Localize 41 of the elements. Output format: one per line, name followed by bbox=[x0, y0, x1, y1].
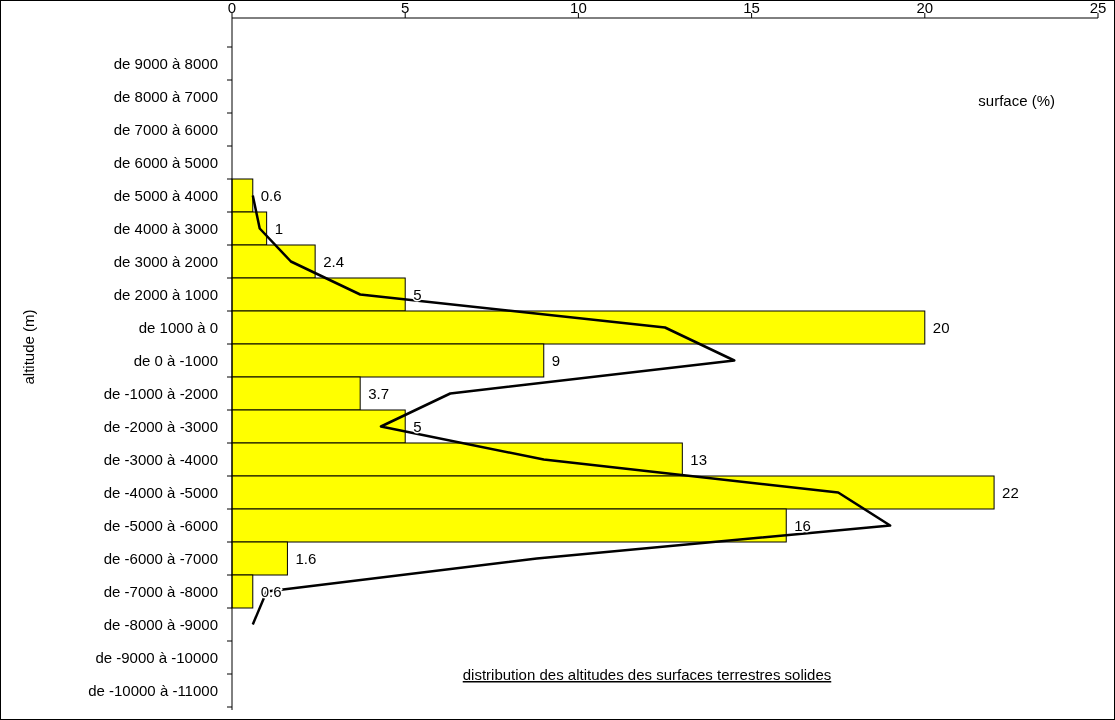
y-tick-label: de 6000 à 5000 bbox=[113, 153, 218, 171]
x-tick-label: 0 bbox=[227, 0, 237, 16]
data-label: 20 bbox=[932, 318, 950, 336]
y-tick-label: de 2000 à 1000 bbox=[113, 285, 218, 303]
data-label: 0.6 bbox=[260, 186, 282, 204]
y-tick-label: de 4000 à 3000 bbox=[113, 219, 218, 237]
y-tick-label: de -6000 à -7000 bbox=[103, 549, 218, 567]
y-tick-label: de 5000 à 4000 bbox=[113, 186, 218, 204]
x-tick-label: 5 bbox=[401, 0, 410, 16]
x-tick-label: 15 bbox=[743, 0, 760, 16]
y-tick-label: de 7000 à 6000 bbox=[113, 120, 218, 138]
text: distribution des altitudes des surfaces terrestres solides bbox=[462, 666, 832, 683]
y-tick-label: de -4000 à -5000 bbox=[103, 483, 218, 501]
data-label: 13 bbox=[690, 450, 708, 468]
y-tick-label: de -8000 à -9000 bbox=[103, 615, 218, 633]
data-label: 2.4 bbox=[323, 252, 344, 270]
y-tick-label: de 1000 à 0 bbox=[138, 318, 218, 336]
x-tick-label: 10 bbox=[570, 0, 587, 16]
x-axis-title: surface (%) bbox=[978, 92, 1055, 109]
y-axis-title: altitude (m) bbox=[20, 309, 37, 385]
y-tick-label: de -10000 à -11000 bbox=[88, 681, 218, 699]
data-label: 3.7 bbox=[368, 384, 390, 402]
y-tick-label: de 0 à -1000 bbox=[133, 351, 218, 369]
y-tick-label: de -3000 à -4000 bbox=[103, 450, 218, 468]
y-tick-label: de 8000 à 7000 bbox=[113, 87, 218, 105]
data-label: 1.6 bbox=[295, 549, 317, 567]
x-tick-label: 25 bbox=[1089, 0, 1107, 16]
data-label: 16 bbox=[794, 516, 811, 534]
y-tick-label: de -5000 à -6000 bbox=[103, 516, 218, 534]
x-tick-label: 20 bbox=[916, 0, 934, 16]
y-tick-label: de -2000 à -3000 bbox=[103, 417, 218, 435]
data-label: 9 bbox=[551, 351, 561, 369]
data-label: 5 bbox=[413, 285, 422, 303]
y-tick-label: de -7000 à -8000 bbox=[103, 582, 218, 600]
data-label: 1 bbox=[274, 219, 283, 237]
data-label: 5 bbox=[413, 417, 422, 435]
data-label: 22 bbox=[1002, 483, 1019, 501]
y-tick-label: de 3000 à 2000 bbox=[113, 252, 218, 270]
y-tick-label: de -1000 à -2000 bbox=[103, 384, 218, 402]
y-tick-label: de -9000 à -10000 bbox=[95, 648, 218, 666]
y-tick-label: de 9000 à 8000 bbox=[113, 54, 218, 72]
